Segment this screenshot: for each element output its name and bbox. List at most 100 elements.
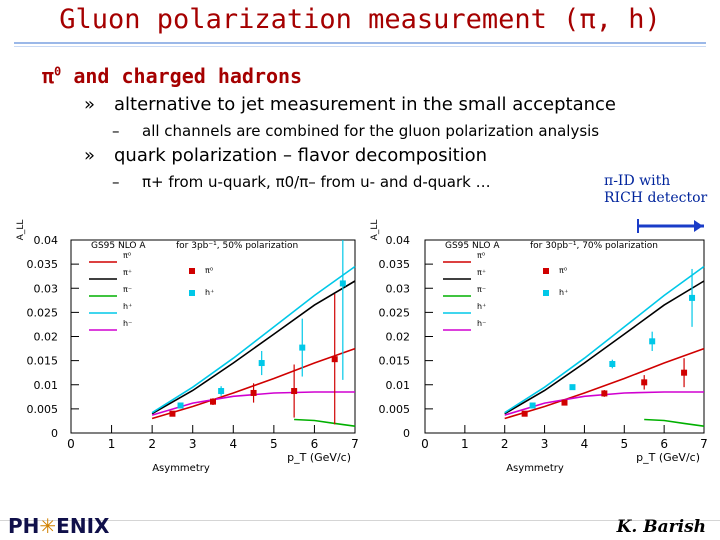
section-heading: π0 and charged hadrons xyxy=(42,64,302,88)
data-point xyxy=(210,398,216,405)
legend-line-label: π⁺ xyxy=(123,268,132,277)
x-axis-label: p_T (GeV/c) xyxy=(636,451,700,464)
bullet-text: alternative to jet measurement in the sm… xyxy=(114,94,616,115)
y-tick-label: 0.035 xyxy=(27,258,59,271)
y-axis-label: A_LL xyxy=(16,220,26,241)
y-tick-label: 0.04 xyxy=(34,234,59,247)
y-tick-label: 0.035 xyxy=(379,258,411,271)
data-point xyxy=(258,360,265,367)
data-point xyxy=(529,402,536,409)
curve-π⁺ xyxy=(504,280,705,415)
y-tick-label: 0.02 xyxy=(386,331,411,344)
x-tick-label: 3 xyxy=(189,437,197,451)
x-axis-label: p_T (GeV/c) xyxy=(287,451,351,464)
x-tick-label: 4 xyxy=(581,437,589,451)
legend-line-label: π⁻ xyxy=(477,285,486,294)
x-tick-label: 6 xyxy=(660,437,668,451)
chart-caption: Asymmetry xyxy=(506,463,564,474)
y-tick-label: 0.005 xyxy=(27,403,59,416)
y-tick-label: 0.025 xyxy=(379,306,411,319)
bullet-text: quark polarization – flavor decompositio… xyxy=(114,145,488,166)
x-tick-label: 4 xyxy=(229,437,237,451)
legend-line-label: π⁰ xyxy=(123,251,131,260)
legend-marker xyxy=(189,290,195,296)
sub-marker: – xyxy=(112,173,120,191)
bullet-quark: » quark polarization – flavor decompositi… xyxy=(84,145,487,166)
title-divider xyxy=(14,42,706,44)
subbullet-combined: – all channels are combined for the gluon… xyxy=(112,122,599,140)
y-tick-label: 0.02 xyxy=(34,331,59,344)
author-name: K. Barish xyxy=(616,517,706,537)
x-tick-label: 2 xyxy=(501,437,509,451)
x-tick-label: 1 xyxy=(461,437,469,451)
legend-marker xyxy=(543,268,549,274)
legend-line-label: h⁺ xyxy=(123,302,132,311)
subbullet-text: π+ from u-quark, π0/π– from u- and d-qua… xyxy=(142,173,491,191)
data-point xyxy=(641,379,648,386)
data-point xyxy=(601,390,608,397)
x-tick-label: 7 xyxy=(351,437,359,451)
legend-line-label: h⁻ xyxy=(123,319,132,328)
bullet-alternative: » alternative to jet measurement in the s… xyxy=(84,94,616,115)
x-tick-label: 1 xyxy=(108,437,116,451)
legend-line-label: π⁰ xyxy=(477,251,485,260)
curve-π⁻ xyxy=(294,418,356,427)
y-tick-label: 0.01 xyxy=(386,379,411,392)
pid-arrow-head xyxy=(694,220,703,232)
subbullet-text: all channels are combined for the gluon … xyxy=(142,122,600,140)
legend-line-label: π⁻ xyxy=(123,285,132,294)
data-point xyxy=(339,280,346,287)
sub-marker: – xyxy=(112,122,120,140)
curve-h⁺ xyxy=(504,265,705,414)
data-point xyxy=(250,389,257,396)
data-point xyxy=(331,356,338,363)
pid-note-line1: π-ID with xyxy=(604,173,671,189)
pid-note-line2: RICH detector xyxy=(604,190,708,206)
x-tick-label: 7 xyxy=(700,437,708,451)
data-point xyxy=(218,388,225,395)
legend-marker-label: π⁰ xyxy=(559,266,567,275)
condition-label: for 3pb⁻¹, 50% polarization xyxy=(176,241,298,251)
y-tick-label: 0.04 xyxy=(386,234,411,247)
data-point xyxy=(521,410,528,417)
y-tick-label: 0.015 xyxy=(27,355,59,368)
data-point xyxy=(609,361,616,368)
data-point xyxy=(299,344,306,351)
data-point xyxy=(291,388,298,395)
x-tick-label: 2 xyxy=(148,437,156,451)
y-axis-label: A_LL xyxy=(370,220,380,241)
x-tick-label: 5 xyxy=(270,437,278,451)
curve-π⁻ xyxy=(644,418,705,427)
logo-star-icon: ✳ xyxy=(39,514,57,538)
bullet-marker: » xyxy=(84,145,96,166)
legend-marker-label: π⁰ xyxy=(205,266,213,275)
x-tick-label: 0 xyxy=(67,437,75,451)
chart-caption: Asymmetry xyxy=(152,463,210,474)
data-point xyxy=(169,410,176,417)
y-tick-label: 0.03 xyxy=(34,282,59,295)
x-tick-label: 5 xyxy=(620,437,628,451)
y-tick-label: 0.005 xyxy=(379,403,411,416)
curve-π⁰ xyxy=(504,347,705,420)
x-tick-label: 6 xyxy=(311,437,319,451)
data-point xyxy=(681,369,688,376)
y-tick-label: 0 xyxy=(51,427,58,440)
data-point xyxy=(649,338,656,345)
logo-text-right: ENIX xyxy=(56,514,110,538)
subbullet-flavor: – π+ from u-quark, π0/π– from u- and d-qu… xyxy=(112,173,491,191)
legend-line-label: π⁺ xyxy=(477,268,486,277)
model-label: GS95 NLO A xyxy=(91,241,146,251)
legend-marker-label: h⁺ xyxy=(205,288,214,297)
legend-line-label: h⁺ xyxy=(477,302,486,311)
slide-title: Gluon polarization measurement (π, h) xyxy=(59,4,661,35)
curve-π⁺ xyxy=(151,280,356,415)
y-tick-label: 0.015 xyxy=(379,355,411,368)
x-tick-label: 3 xyxy=(541,437,549,451)
data-point xyxy=(561,399,568,406)
condition-label: for 30pb⁻¹, 70% polarization xyxy=(530,241,658,251)
y-tick-label: 0.01 xyxy=(34,379,59,392)
data-point xyxy=(689,294,696,301)
data-point xyxy=(569,384,576,391)
pid-note: π-ID with RICH detector xyxy=(604,173,707,207)
